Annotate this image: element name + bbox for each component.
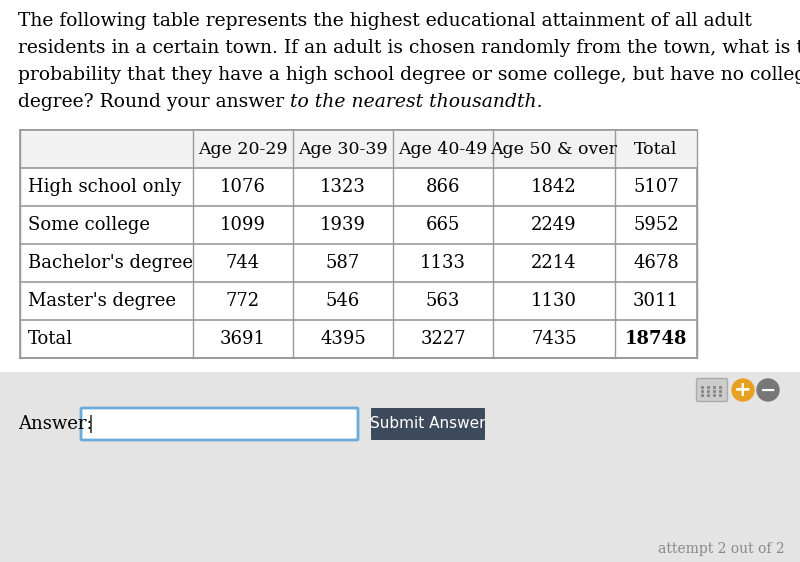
- Text: Age 40-49: Age 40-49: [398, 140, 488, 157]
- Circle shape: [732, 379, 754, 401]
- Text: Bachelor's degree: Bachelor's degree: [28, 254, 193, 272]
- Text: 1323: 1323: [320, 178, 366, 196]
- Text: High school only: High school only: [28, 178, 181, 196]
- Text: 1842: 1842: [531, 178, 577, 196]
- FancyBboxPatch shape: [697, 378, 727, 401]
- Text: 4678: 4678: [633, 254, 679, 272]
- Text: attempt 2 out of 2: attempt 2 out of 2: [658, 542, 785, 556]
- Text: +: +: [734, 380, 752, 400]
- Text: Total: Total: [634, 140, 678, 157]
- Text: Answer:: Answer:: [18, 415, 93, 433]
- Text: 744: 744: [226, 254, 260, 272]
- Text: 772: 772: [226, 292, 260, 310]
- Bar: [20, 130, 697, 358]
- Text: residents in a certain town. If an adult is chosen randomly from the town, what : residents in a certain town. If an adult…: [18, 39, 800, 57]
- Text: Total: Total: [28, 330, 73, 348]
- Text: 3227: 3227: [420, 330, 466, 348]
- Text: Age 50 & over: Age 50 & over: [490, 140, 618, 157]
- Text: 18748: 18748: [625, 330, 687, 348]
- Text: 4395: 4395: [320, 330, 366, 348]
- Text: 5952: 5952: [633, 216, 679, 234]
- Circle shape: [757, 379, 779, 401]
- Text: degree? Round your answer: degree? Round your answer: [18, 93, 290, 111]
- Text: 1133: 1133: [420, 254, 466, 272]
- Bar: [20, 130, 697, 168]
- Text: |: |: [88, 415, 94, 433]
- Text: Submit Answer: Submit Answer: [370, 416, 486, 432]
- Text: Some college: Some college: [28, 216, 150, 234]
- Text: 3691: 3691: [220, 330, 266, 348]
- Text: 5107: 5107: [633, 178, 679, 196]
- Bar: [0, 372, 800, 562]
- FancyBboxPatch shape: [81, 408, 358, 440]
- Text: 7435: 7435: [531, 330, 577, 348]
- Text: 2214: 2214: [531, 254, 577, 272]
- Text: Age 30-39: Age 30-39: [298, 140, 388, 157]
- Text: 1076: 1076: [220, 178, 266, 196]
- Text: 1939: 1939: [320, 216, 366, 234]
- Text: 563: 563: [426, 292, 460, 310]
- Text: 3011: 3011: [633, 292, 679, 310]
- Text: Master's degree: Master's degree: [28, 292, 176, 310]
- Text: 587: 587: [326, 254, 360, 272]
- Text: 665: 665: [426, 216, 460, 234]
- Text: 1130: 1130: [531, 292, 577, 310]
- Text: The following table represents the highest educational attainment of all adult: The following table represents the highe…: [18, 12, 752, 30]
- Text: 866: 866: [426, 178, 460, 196]
- Text: to the nearest thousandth.: to the nearest thousandth.: [290, 93, 542, 111]
- Text: Age 20-29: Age 20-29: [198, 140, 288, 157]
- Text: probability that they have a high school degree or some college, but have no col: probability that they have a high school…: [18, 66, 800, 84]
- Text: −: −: [760, 380, 776, 400]
- Text: 2249: 2249: [531, 216, 577, 234]
- FancyBboxPatch shape: [371, 408, 485, 440]
- Text: 1099: 1099: [220, 216, 266, 234]
- Text: 546: 546: [326, 292, 360, 310]
